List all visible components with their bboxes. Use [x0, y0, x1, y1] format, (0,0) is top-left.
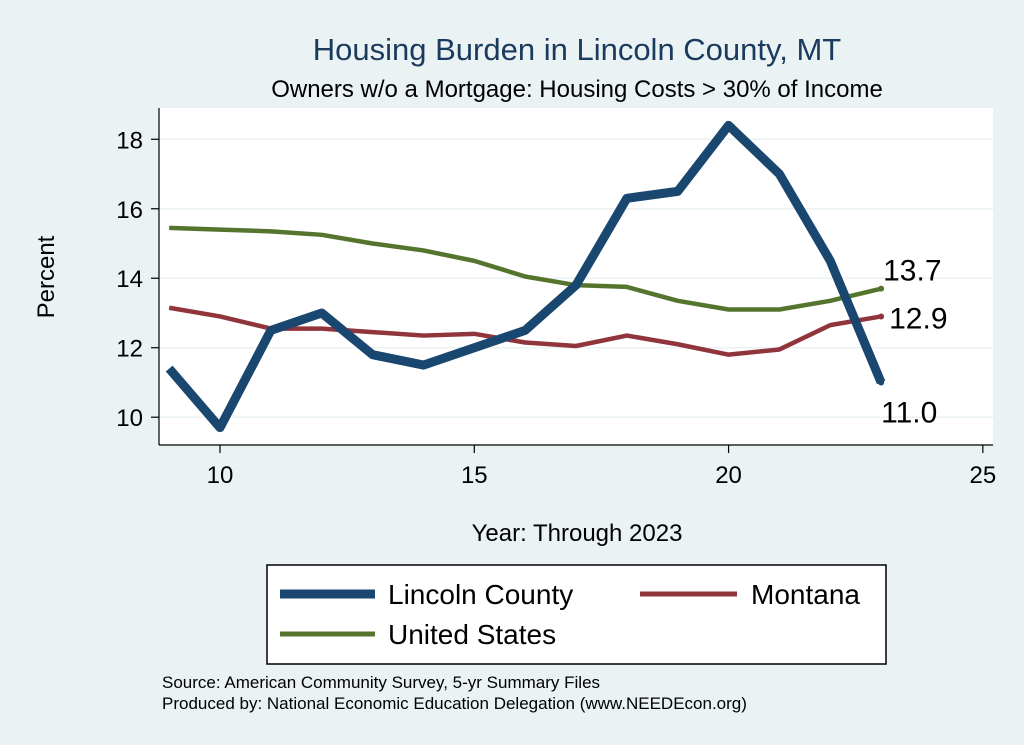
end-label-montana: 12.9 — [889, 302, 947, 335]
legend-entry-lincoln: Lincoln County — [280, 579, 573, 610]
x-tick-label-10: 10 — [207, 462, 234, 489]
x-axis-title: Year: Through 2023 — [472, 520, 683, 547]
y-tick-label-18: 18 — [116, 127, 143, 154]
x-tick-label-20: 20 — [715, 462, 742, 489]
y-axis-title: Percent — [33, 235, 60, 318]
y-tick-label-14: 14 — [116, 266, 143, 293]
end-marker-montana — [878, 313, 885, 320]
legend-label-lincoln: Lincoln County — [388, 579, 573, 610]
legend-label-us: United States — [388, 619, 556, 650]
y-tick-label-10: 10 — [116, 405, 143, 432]
end-label-lincoln-county: 11.0 — [881, 396, 937, 429]
end-marker-lincoln-county — [878, 379, 885, 386]
producer-note: Produced by: National Economic Education… — [162, 694, 747, 713]
legend-box — [266, 564, 887, 665]
x-tick-label-25: 25 — [969, 462, 996, 489]
x-tick-label-15: 15 — [461, 462, 488, 489]
series-line-united-states — [169, 225, 882, 312]
chart-title: Housing Burden in Lincoln County, MT — [313, 32, 841, 67]
end-labels: 11.0 12.9 13.7 — [878, 255, 948, 429]
series-layer — [165, 120, 886, 433]
y-tick-label-16: 16 — [116, 197, 143, 224]
legend-entry-us: United States — [280, 619, 556, 650]
series-line-lincoln-county — [165, 120, 886, 433]
legend-label-montana: Montana — [751, 579, 860, 610]
end-marker-united-states — [878, 285, 885, 292]
source-note: Source: American Community Survey, 5-yr … — [162, 673, 600, 692]
legend-entry-montana: Montana — [640, 579, 860, 610]
end-label-united-states: 13.7 — [883, 255, 941, 288]
chart-subtitle: Owners w/o a Mortgage: Housing Costs > 3… — [271, 76, 883, 103]
axes: 10 12 14 16 18 10 15 20 25 — [116, 108, 996, 489]
y-tick-label-12: 12 — [116, 336, 143, 363]
